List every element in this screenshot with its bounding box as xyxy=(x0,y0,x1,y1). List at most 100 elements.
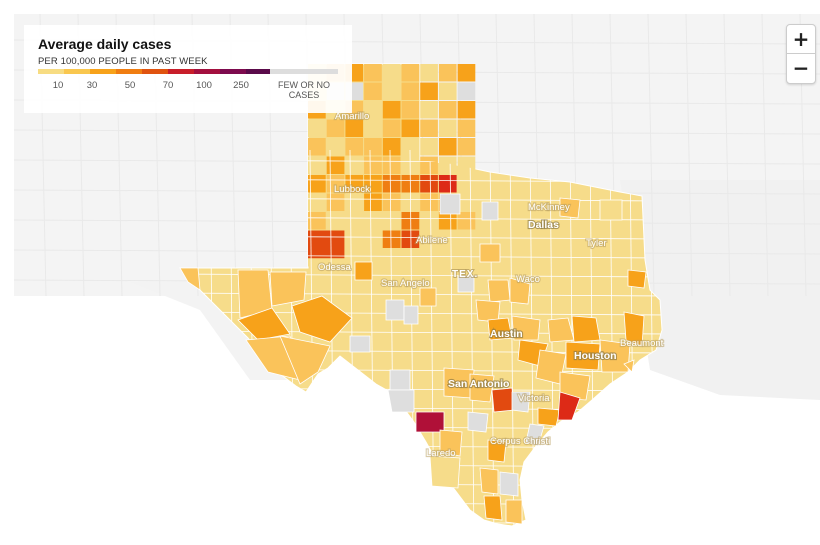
county-polygon xyxy=(475,299,501,323)
county-polygon xyxy=(571,315,601,343)
county-cell xyxy=(382,212,401,230)
county-cell xyxy=(438,175,457,193)
county-cell xyxy=(345,212,364,230)
county-cell xyxy=(382,138,401,156)
city-label: Laredo xyxy=(426,448,456,459)
county-polygon xyxy=(511,315,541,341)
county-cell xyxy=(308,156,326,174)
city-label: McKinney xyxy=(528,202,570,213)
county-cell xyxy=(308,212,326,230)
county-cell xyxy=(457,249,476,267)
county-polygon xyxy=(487,317,513,341)
county-polygon xyxy=(354,261,373,281)
county-cell xyxy=(364,101,382,119)
city-label: Tyler xyxy=(586,238,607,249)
county-polygon xyxy=(505,499,523,525)
county-cell xyxy=(457,230,476,248)
county-cell xyxy=(457,82,476,100)
county-cell xyxy=(457,138,476,156)
legend-swatch xyxy=(194,69,220,74)
county-cell xyxy=(382,230,401,248)
county-polygons xyxy=(179,193,647,525)
legend-swatch xyxy=(116,69,142,74)
city-label: Corpus Christi xyxy=(490,436,550,447)
county-cell xyxy=(364,64,382,82)
county-cell xyxy=(308,175,326,193)
county-polygon xyxy=(439,193,461,215)
county-polygon xyxy=(491,387,515,413)
legend-swatch xyxy=(142,69,168,74)
county-cell xyxy=(401,138,420,156)
zoom-out-button[interactable]: − xyxy=(792,56,810,80)
zoom-in-button[interactable]: + xyxy=(792,27,810,51)
county-cell xyxy=(345,119,364,137)
county-polygon xyxy=(389,369,411,391)
legend-color-scale xyxy=(38,69,272,74)
county-cell xyxy=(364,230,382,248)
county-cell xyxy=(345,230,364,248)
county-cell xyxy=(308,230,345,259)
county-polygon xyxy=(179,267,201,291)
county-polygon xyxy=(487,439,507,463)
county-polygon xyxy=(237,307,291,341)
county-cell xyxy=(345,193,364,211)
county-polygon xyxy=(599,199,623,221)
county-cell xyxy=(364,156,382,174)
county-cell xyxy=(420,101,438,119)
county-polygon xyxy=(511,391,531,413)
county-cell xyxy=(364,138,382,156)
legend-no-cases-label: FEW OR NO CASES xyxy=(278,80,330,100)
county-cell xyxy=(326,212,345,230)
county-cell xyxy=(401,101,420,119)
county-cell xyxy=(382,119,401,137)
county-cell xyxy=(457,156,476,174)
county-cell xyxy=(308,193,326,211)
county-cell xyxy=(364,175,382,193)
county-polygon xyxy=(479,243,501,263)
county-polygon xyxy=(559,197,581,219)
zoom-control: + − xyxy=(786,24,816,84)
county-cell xyxy=(420,138,438,156)
county-cell xyxy=(457,64,476,82)
city-label: Victoria xyxy=(518,393,550,404)
county-polygon xyxy=(525,423,545,447)
legend-title: Average daily cases xyxy=(38,36,172,52)
county-polygon xyxy=(623,359,635,373)
county-cell xyxy=(438,101,457,119)
county-polygon xyxy=(415,411,445,433)
legend-tick: 10 xyxy=(52,80,64,91)
county-polygon xyxy=(565,341,601,371)
legend-tick: 30 xyxy=(86,80,98,91)
county-polygon xyxy=(483,495,503,521)
county-polygon xyxy=(279,335,331,385)
legend-subtitle: PER 100,000 PEOPLE IN PAST WEEK xyxy=(38,56,208,67)
legend-tick: 100 xyxy=(196,80,212,91)
county-cell xyxy=(420,156,438,174)
neighbor-line xyxy=(647,13,655,297)
county-cell xyxy=(308,119,326,137)
county-cell xyxy=(364,119,382,137)
county-cell xyxy=(438,138,457,156)
county-cell xyxy=(457,175,476,193)
county-cell xyxy=(420,230,438,248)
city-label: Houston xyxy=(574,350,617,362)
county-polygon xyxy=(385,299,405,321)
county-polygon xyxy=(623,311,645,347)
legend: Average daily cases PER 100,000 PEOPLE I… xyxy=(24,25,352,113)
legend-tick: 70 xyxy=(162,80,174,91)
county-polygon xyxy=(627,269,647,289)
county-polygon xyxy=(291,295,353,343)
city-label: Waco xyxy=(516,274,540,285)
neighbor-line xyxy=(685,13,693,297)
county-cell xyxy=(326,175,345,193)
county-cell xyxy=(457,212,476,230)
legend-swatch xyxy=(220,69,246,74)
county-cell xyxy=(364,193,382,211)
legend-tick: 250 xyxy=(233,80,249,91)
county-polygon xyxy=(403,305,419,325)
county-cell xyxy=(420,193,438,211)
legend-swatch xyxy=(90,69,116,74)
neighbor-line xyxy=(761,13,769,297)
